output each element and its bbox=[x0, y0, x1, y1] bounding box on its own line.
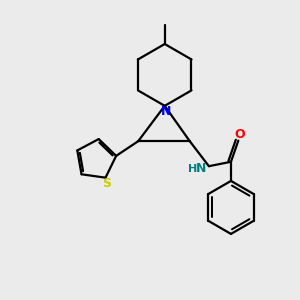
Text: H: H bbox=[188, 164, 197, 173]
Text: O: O bbox=[235, 128, 245, 141]
Text: S: S bbox=[103, 177, 112, 190]
Text: N: N bbox=[161, 105, 171, 118]
Text: N: N bbox=[196, 162, 206, 175]
